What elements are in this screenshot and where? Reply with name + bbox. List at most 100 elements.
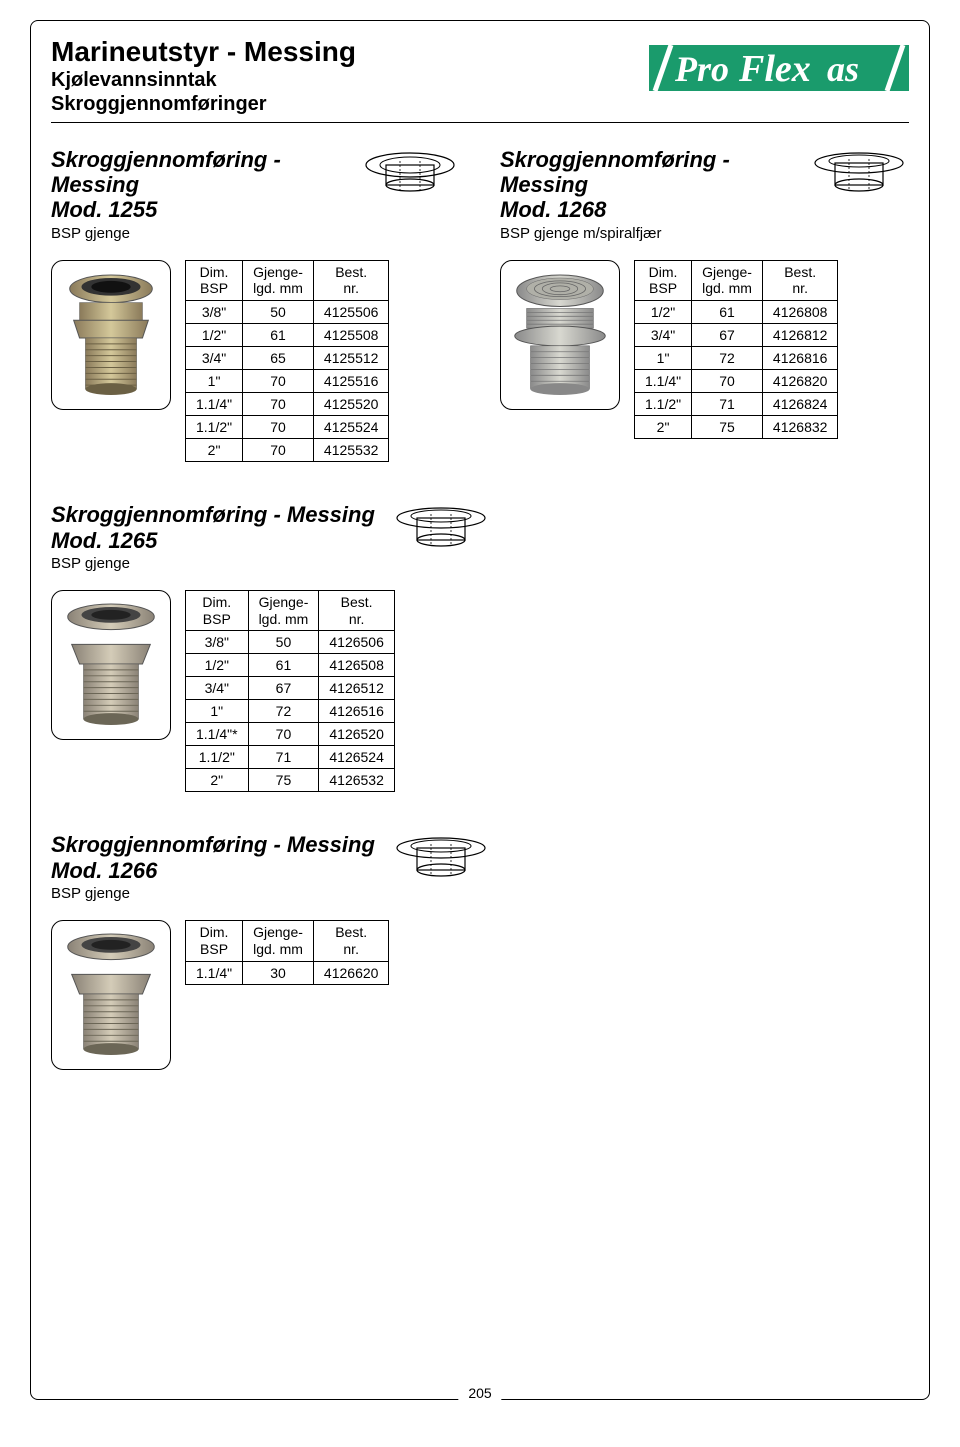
table-cell: 4126832 [762, 416, 838, 439]
section-desc: BSP gjenge m/spiralfjær [500, 225, 797, 242]
table-row: 1.1/2"714126524 [186, 746, 395, 769]
section-model: Mod. 1265 [51, 528, 375, 553]
page-subtitle-2: Skroggjennomføringer [51, 92, 356, 116]
col-header: Dim.BSP [186, 260, 243, 301]
table-cell: 4126520 [319, 723, 395, 746]
schematic-icon [391, 502, 491, 562]
table-cell: 4125520 [313, 393, 389, 416]
table-row: 1"724126816 [635, 347, 838, 370]
table-row: 2"704125532 [186, 439, 389, 462]
section-1266: Skroggjennomføring - Messing Mod. 1266 B… [51, 832, 491, 1070]
section-desc: BSP gjenge [51, 555, 375, 572]
table-body: 1/2"6141268083/4"6741268121"7241268161.1… [635, 301, 838, 439]
col-header: Gjenge-lgd. mm [243, 921, 314, 962]
table-cell: 61 [243, 324, 314, 347]
table-cell: 3/4" [186, 347, 243, 370]
table-cell: 2" [186, 439, 243, 462]
svg-text:as: as [827, 49, 859, 89]
table-cell: 30 [243, 961, 314, 984]
col-header: Gjenge-lgd. mm [692, 260, 763, 301]
table-row: 1/2"614126508 [186, 654, 395, 677]
table-cell: 4126532 [319, 769, 395, 792]
table-cell: 67 [248, 677, 319, 700]
table-cell: 1" [186, 370, 243, 393]
table-cell: 72 [248, 700, 319, 723]
table-cell: 71 [692, 393, 763, 416]
table-cell: 4126508 [319, 654, 395, 677]
table-cell: 70 [243, 416, 314, 439]
table-row: 3/4"654125512 [186, 347, 389, 370]
fitting-icon [52, 921, 170, 1069]
section-desc: BSP gjenge [51, 885, 375, 902]
svg-text:Pro: Pro [674, 49, 729, 89]
table-cell: 71 [248, 746, 319, 769]
product-image [500, 260, 620, 410]
table-cell: 4126808 [762, 301, 838, 324]
table-row: 1.1/4"704125520 [186, 393, 389, 416]
table-cell: 4126516 [319, 700, 395, 723]
table-row: 2"754126832 [635, 416, 838, 439]
table-cell: 2" [186, 769, 249, 792]
table-cell: 1.1/4" [635, 370, 692, 393]
section-model: Mod. 1266 [51, 858, 375, 883]
table-cell: 1/2" [186, 324, 243, 347]
table-cell: 3/4" [635, 324, 692, 347]
table-row: 1.1/4"*704126520 [186, 723, 395, 746]
spec-table-1255: Dim.BSP Gjenge-lgd. mm Best.nr. 3/8"5041… [185, 260, 389, 463]
table-cell: 65 [243, 347, 314, 370]
page-header: Marineutstyr - Messing Kjølevannsinntak … [51, 37, 909, 123]
table-cell: 75 [692, 416, 763, 439]
table-cell: 4125512 [313, 347, 389, 370]
table-cell: 1.1/4"* [186, 723, 249, 746]
table-row: 1"704125516 [186, 370, 389, 393]
table-body: 1.1/4"304126620 [186, 961, 389, 984]
col-header: Best.nr. [319, 590, 395, 631]
table-cell: 4126824 [762, 393, 838, 416]
table-row: 1.1/2"714126824 [635, 393, 838, 416]
table-cell: 4126524 [319, 746, 395, 769]
table-row: 1.1/2"704125524 [186, 416, 389, 439]
table-cell: 1.1/2" [186, 416, 243, 439]
page-frame: Marineutstyr - Messing Kjølevannsinntak … [30, 20, 930, 1400]
table-row: 3/8"504126506 [186, 631, 395, 654]
product-image [51, 590, 171, 740]
col-header: Best.nr. [762, 260, 838, 301]
table-cell: 70 [692, 370, 763, 393]
table-row: 3/8"504125506 [186, 301, 389, 324]
table-cell: 4126820 [762, 370, 838, 393]
table-cell: 67 [692, 324, 763, 347]
table-cell: 4126812 [762, 324, 838, 347]
table-row: 1.1/4"704126820 [635, 370, 838, 393]
table-cell: 1.1/2" [186, 746, 249, 769]
product-image [51, 260, 171, 410]
table-cell: 1" [635, 347, 692, 370]
table-row: 1/2"614125508 [186, 324, 389, 347]
table-row: 1/2"614126808 [635, 301, 838, 324]
section-desc: BSP gjenge [51, 225, 348, 242]
col-header: Dim.BSP [635, 260, 692, 301]
table-cell: 70 [248, 723, 319, 746]
section-title: Skroggjennomføring - Messing [51, 502, 375, 527]
table-cell: 1.1/4" [186, 393, 243, 416]
header-titles: Marineutstyr - Messing Kjølevannsinntak … [51, 37, 356, 116]
table-cell: 1/2" [186, 654, 249, 677]
section-title: Skroggjennomføring - Messing [51, 832, 375, 857]
col-header: Dim.BSP [186, 590, 249, 631]
spec-table-1266: Dim.BSP Gjenge-lgd. mm Best.nr. 1.1/4"30… [185, 920, 389, 985]
page-title: Marineutstyr - Messing [51, 37, 356, 68]
table-cell: 4125508 [313, 324, 389, 347]
table-cell: 70 [243, 370, 314, 393]
table-cell: 3/8" [186, 301, 243, 324]
table-cell: 3/4" [186, 677, 249, 700]
table-cell: 50 [248, 631, 319, 654]
schematic-icon [391, 832, 491, 892]
table-cell: 70 [243, 439, 314, 462]
page-number: 205 [458, 1385, 501, 1401]
table-cell: 4126512 [319, 677, 395, 700]
table-cell: 1/2" [635, 301, 692, 324]
table-cell: 72 [692, 347, 763, 370]
table-cell: 4125516 [313, 370, 389, 393]
spec-table-1265: Dim.BSP Gjenge-lgd. mm Best.nr. 3/8"5041… [185, 590, 395, 793]
table-cell: 4125524 [313, 416, 389, 439]
fitting-icon [52, 261, 170, 409]
